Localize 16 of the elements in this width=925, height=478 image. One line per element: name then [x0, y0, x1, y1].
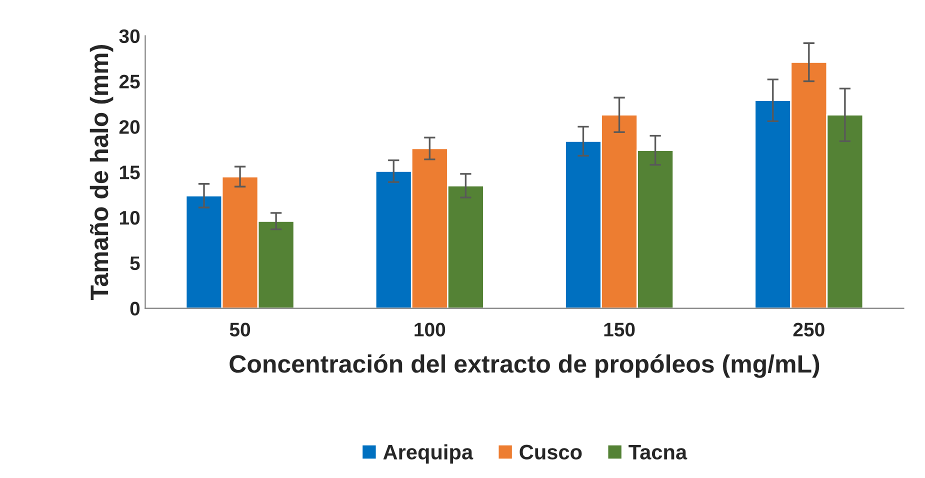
y-tick-label: 10	[120, 210, 140, 225]
legend-label: Arequipa	[383, 444, 474, 464]
legend-label: Tacna	[628, 444, 688, 460]
x-tick-label: 150	[604, 322, 635, 336]
x-tick-label: 50	[230, 322, 250, 336]
y-tick-label: 15	[120, 166, 140, 180]
y-tick-label: 25	[119, 74, 140, 88]
x-tick-label: 100	[414, 322, 446, 336]
legend-label: Cusco	[520, 444, 582, 460]
y-tick-label: 5	[130, 256, 140, 270]
y-tick-label: 20	[119, 120, 140, 134]
y-tick-label: 0	[130, 302, 140, 316]
y-tick-label: 30	[119, 29, 140, 44]
x-axis-title: Concentración del extracto de propóleos (mg/mL)	[230, 354, 820, 378]
y-axis-title: Tamaño de halo (mm)	[90, 45, 114, 300]
x-tick-label: 250	[793, 322, 824, 336]
